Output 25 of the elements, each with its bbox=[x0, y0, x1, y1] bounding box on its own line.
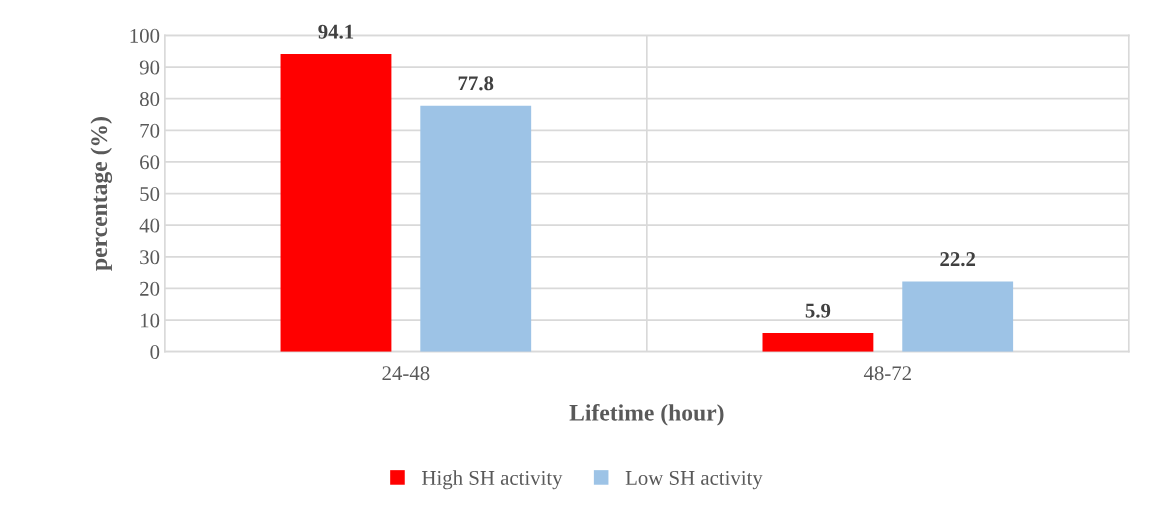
x-tick-label: 48-72 bbox=[863, 366, 911, 381]
legend-label: Low SH activity bbox=[625, 470, 763, 490]
y-tick-label: 30 bbox=[140, 250, 160, 265]
bar bbox=[902, 281, 1014, 352]
data-label: 94.1 bbox=[318, 24, 354, 39]
bar bbox=[762, 333, 874, 352]
x-axis-title: Lifetime (hour) bbox=[569, 403, 724, 426]
bar bbox=[420, 105, 532, 352]
y-tick-label: 10 bbox=[141, 313, 160, 328]
bar bbox=[280, 54, 392, 352]
y-tick-label: 70 bbox=[140, 123, 160, 138]
y-tick-label: 20 bbox=[140, 281, 160, 296]
y-tick-label: 40 bbox=[139, 218, 160, 233]
y-tick-label: 90 bbox=[139, 60, 160, 75]
data-label: 5.9 bbox=[805, 303, 831, 318]
y-tick-label: 0 bbox=[150, 345, 160, 360]
data-label: 77.8 bbox=[458, 76, 494, 91]
y-tick-label: 60 bbox=[140, 155, 160, 170]
y-tick-label: 80 bbox=[139, 92, 160, 107]
y-tick-label: 100 bbox=[130, 28, 160, 43]
legend-label: High SH activity bbox=[422, 470, 563, 490]
data-label: 22.2 bbox=[940, 252, 976, 267]
y-tick-label: 50 bbox=[140, 186, 160, 201]
y-axis-title: percentage (%) bbox=[90, 117, 113, 271]
x-tick-label: 24-48 bbox=[382, 366, 430, 381]
